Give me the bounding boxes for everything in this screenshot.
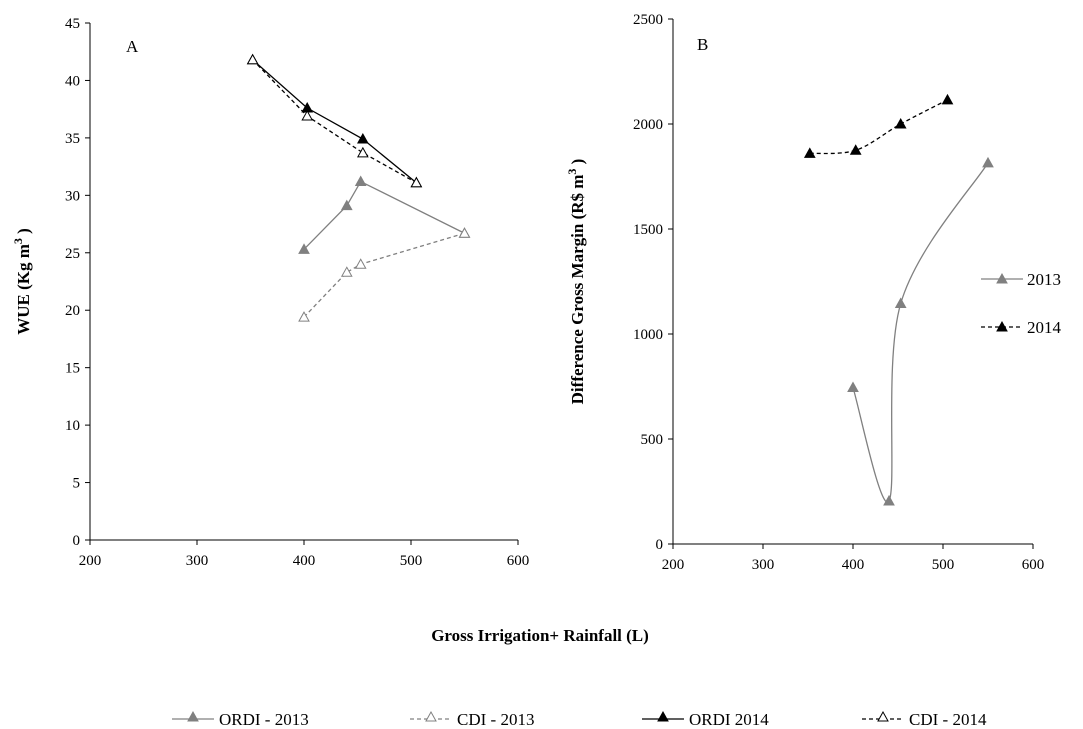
- panel-b-x-tick-label: 400: [842, 557, 865, 573]
- panel-b-series-2014-point: [896, 119, 906, 128]
- panel-a-series-ordi-2013-point: [356, 177, 366, 186]
- panel-a-x-tick-label: 500: [400, 553, 423, 569]
- bottom-legend-cdi-2013-marker: [426, 712, 436, 721]
- panel-a-series-cdi-2014-point: [358, 148, 368, 157]
- panel-b-x-tick-label: 300: [752, 557, 775, 573]
- bottom-legend-cdi-2014-label: CDI - 2014: [909, 710, 987, 729]
- panel-a-y-tick-label: 30: [65, 188, 80, 204]
- panel-a-y-tick-label: 25: [65, 246, 80, 262]
- panel-a-series-cdi-2014-line: [253, 60, 417, 183]
- panel-b-legend-2013-label: 2013: [1027, 270, 1061, 289]
- panel-a-series-cdi-2013-line: [304, 233, 465, 317]
- panel-b-series-2013-point: [983, 158, 993, 167]
- panel-a-wue-chart: 0 5 10 15 20 25 30 35 40 45 200 300 400 500 600 A WUE (K…: [11, 16, 529, 569]
- panel-b-series-2014-line: [810, 100, 948, 154]
- panel-a-y-tick-label: 15: [65, 361, 80, 377]
- bottom-legend-cdi-2014-marker: [878, 712, 888, 721]
- shared-x-axis-title: Gross Irrigation+ Rainfall (L): [431, 626, 649, 645]
- panel-a-y-tick-label: 20: [65, 303, 80, 319]
- panel-a-series-cdi-2013-point: [299, 312, 309, 321]
- panel-a-series-cdi-2013-point: [460, 228, 470, 237]
- panel-a-y-tick-label: 10: [65, 418, 80, 434]
- panel-a-x-tick-label: 400: [293, 553, 316, 569]
- panel-a-x-tick-label: 300: [186, 553, 209, 569]
- panel-b-y-tick-label: 2500: [633, 12, 663, 28]
- panel-b-y-tick-label: 1500: [633, 222, 663, 238]
- panel-b-y-tick-label: 2000: [633, 117, 663, 133]
- panel-b-series-2013-line: [853, 163, 988, 502]
- panel-a-series-cdi-2013-point: [342, 267, 352, 276]
- bottom-legend: ORDI - 2013 CDI - 2013 ORDI 2014 CDI - 2014: [172, 710, 987, 729]
- panel-b-y-tick-label: 500: [641, 432, 664, 448]
- panel-b-label: B: [697, 35, 708, 54]
- bottom-legend-cdi-2013-label: CDI - 2013: [457, 710, 534, 729]
- panel-a-series-ordi-2013-point: [342, 201, 352, 210]
- panel-b-y-tick-label: 0: [656, 537, 664, 553]
- bottom-legend-ordi-2014-marker: [658, 712, 668, 721]
- panel-b-series-2013-point: [896, 299, 906, 308]
- panel-a-y-axis-title: WUE (Kg m3 ): [11, 228, 33, 335]
- panel-a-series-ordi-2014-line: [253, 60, 417, 183]
- panel-a-y-tick-label: 35: [65, 131, 80, 147]
- panel-a-y-tick-label: 5: [73, 476, 81, 492]
- panel-b-series-2014-point: [851, 145, 861, 154]
- panel-b-legend-2014-label: 2014: [1027, 318, 1062, 337]
- panel-a-x-tick-label: 200: [79, 553, 102, 569]
- panel-a-series-cdi-2013-point: [356, 259, 366, 268]
- panel-a-y-tick-label: 40: [65, 73, 80, 89]
- panel-b-x-tick-label: 500: [932, 557, 955, 573]
- panel-b-x-tick-label: 200: [662, 557, 685, 573]
- panel-b-y-axis-title: Difference Gross Margin (R$ m3 ): [565, 159, 587, 405]
- panel-a-y-tick-label: 45: [65, 16, 80, 32]
- panel-b-x-tick-label: 600: [1022, 557, 1045, 573]
- panel-a-series-cdi-2014-point: [248, 55, 258, 64]
- panel-a-series-ordi-2014-point: [358, 134, 368, 143]
- bottom-legend-ordi-2013-marker: [188, 712, 198, 721]
- panel-b-gross-margin-chart: 0 500 1000 1500 2000 2500 200 300 400 500 600 B Diff…: [565, 12, 1062, 573]
- panel-b-y-tick-label: 1000: [633, 327, 663, 343]
- panel-a-x-tick-label: 600: [507, 553, 530, 569]
- panel-b-series-2014-point: [943, 95, 953, 104]
- bottom-legend-ordi-2014-label: ORDI 2014: [689, 710, 769, 729]
- panel-a-series-ordi-2013-line: [304, 182, 465, 250]
- bottom-legend-ordi-2013-label: ORDI - 2013: [219, 710, 309, 729]
- panel-a-label: A: [126, 37, 139, 56]
- panel-a-y-tick-label: 0: [73, 533, 81, 549]
- panel-b-series-2013-point: [848, 383, 858, 392]
